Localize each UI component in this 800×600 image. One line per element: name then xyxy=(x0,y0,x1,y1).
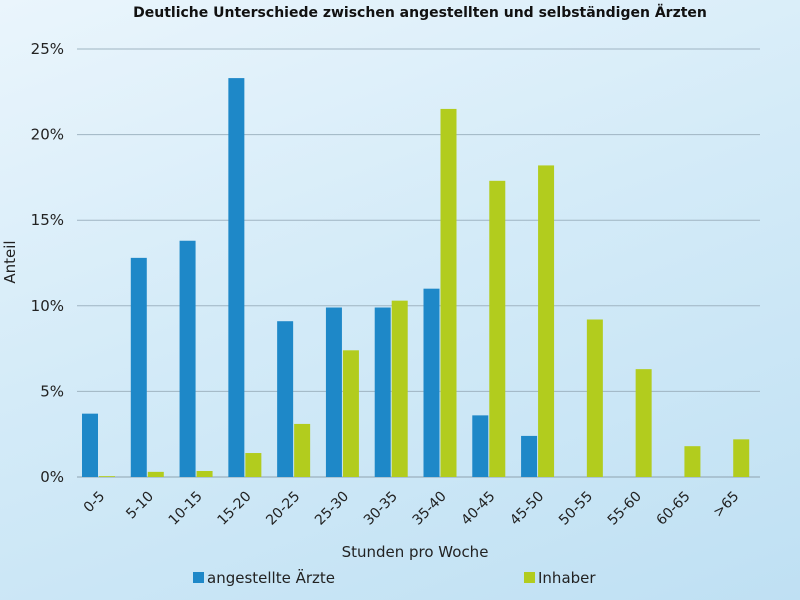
y-tick-label: 0% xyxy=(40,468,64,486)
bar-inhaber xyxy=(99,476,115,477)
bars xyxy=(82,78,750,478)
x-tick-label: 0-5 xyxy=(81,489,108,516)
y-tick-label: 25% xyxy=(31,40,64,58)
x-tick-label: 10-15 xyxy=(166,489,206,529)
bar-inhaber xyxy=(586,319,603,477)
bar-inhaber xyxy=(196,471,213,477)
legend-label: angestellte Ärzte xyxy=(207,568,335,587)
x-tick-label: 25-30 xyxy=(312,489,352,529)
bar-inhaber xyxy=(489,180,506,477)
bar-inhaber xyxy=(635,369,652,477)
y-tick-label: 15% xyxy=(31,211,64,229)
legend-swatch xyxy=(524,572,535,583)
bar-angestellte xyxy=(374,307,391,477)
y-tick-label: 20% xyxy=(31,126,64,144)
legend-label: Inhaber xyxy=(538,569,596,587)
grid xyxy=(77,48,760,478)
bar-inhaber xyxy=(342,350,359,477)
bar-inhaber xyxy=(391,300,408,477)
legend: angestellte Ärzte Inhaber xyxy=(193,568,596,587)
bar-angestellte xyxy=(82,413,98,477)
x-tick-label: 40-45 xyxy=(458,489,498,529)
x-tick-label: 5-10 xyxy=(123,489,157,523)
x-tick-label: >65 xyxy=(710,489,742,521)
bar-inhaber xyxy=(147,471,164,477)
x-tick-label: 15-20 xyxy=(214,489,254,529)
bar-angestellte xyxy=(228,78,245,477)
bar-inhaber xyxy=(294,423,311,477)
bar-angestellte xyxy=(130,257,147,477)
bar-inhaber xyxy=(245,453,262,477)
x-tick-label: 35-40 xyxy=(410,489,450,529)
bar-inhaber xyxy=(440,108,457,478)
bar-inhaber xyxy=(538,165,555,477)
x-tick-label: 45-50 xyxy=(507,489,547,529)
y-tick-label: 10% xyxy=(31,297,64,315)
legend-swatch xyxy=(193,572,204,583)
y-tick-label: 5% xyxy=(40,382,64,400)
chart-title: Deutliche Unterschiede zwischen angestel… xyxy=(133,4,707,21)
x-tick-label: 55-60 xyxy=(605,489,645,529)
x-tick-label: 60-65 xyxy=(654,489,694,529)
x-tick-label: 50-55 xyxy=(556,489,596,529)
y-axis-label: Anteil xyxy=(1,240,19,283)
bar-angestellte xyxy=(277,321,294,477)
bar-angestellte xyxy=(521,435,538,477)
bar-angestellte xyxy=(472,415,489,477)
y-tick-labels: 0% 5% 10% 15% 20% 25% xyxy=(31,40,64,486)
bar-angestellte xyxy=(325,307,342,477)
bar-angestellte xyxy=(423,288,440,477)
bar-inhaber xyxy=(684,446,701,477)
x-tick-labels: 0-5 5-10 10-15 15-20 20-25 25-30 30-35 35-40 40-… xyxy=(81,489,743,529)
bar-angestellte xyxy=(179,240,196,477)
x-axis-label: Stunden pro Woche xyxy=(342,543,489,561)
bar-inhaber xyxy=(733,439,750,477)
x-tick-label: 20-25 xyxy=(263,489,303,529)
x-tick-label: 30-35 xyxy=(361,489,401,529)
